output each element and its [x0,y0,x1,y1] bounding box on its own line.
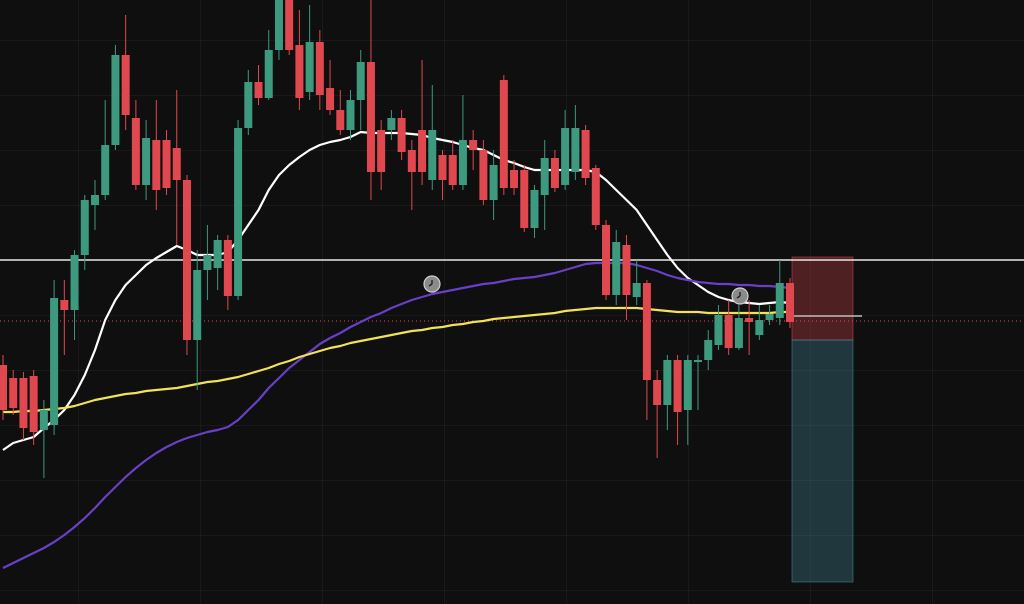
candle-body [765,314,774,320]
stop-zone [791,256,854,341]
candle-body [39,410,48,430]
moving-average-line [3,306,790,414]
candle-body [121,55,130,115]
candle-body [50,298,59,425]
candle-body [786,283,794,322]
candle-body [407,150,416,172]
candle-body [111,55,120,145]
candle-body [673,360,682,412]
candle-body [356,62,365,100]
candle-body [29,376,38,432]
candle-body [244,82,253,128]
candle-body [90,195,99,205]
candle-body [60,300,69,310]
candle-body [734,318,743,348]
candles [0,0,794,478]
candle-body [571,128,580,172]
level-lines [0,259,1024,322]
candle-body [428,130,437,180]
candle-body [520,170,529,228]
candle-body [305,42,314,92]
candle-body [326,88,335,110]
candle-body [458,140,467,185]
candle-body [448,155,457,185]
candle-body [499,80,508,188]
candle-body [377,130,386,172]
candle-body [622,245,631,295]
moving-averages [2,130,791,569]
candle-body [193,270,202,340]
candle-body [724,315,733,348]
candle-body [101,145,110,195]
candle-body [591,168,600,225]
candle-body [387,118,396,130]
moving-average-line [2,130,791,451]
candle-body [295,45,304,98]
candle-body [550,158,559,188]
candle-body [438,155,447,180]
candle-body [479,150,488,200]
candle-body [775,283,784,318]
candle-body [336,110,345,130]
candle-body [131,118,140,185]
candle-body [683,360,692,410]
candle-body [264,50,273,98]
candle-body [612,242,621,295]
alarm-icon[interactable] [731,287,749,305]
candle-body [581,130,590,178]
candle-body [172,148,181,180]
candle-body [142,138,151,185]
candle-body [397,118,406,152]
candle-body [540,158,549,195]
candle-body [704,340,713,360]
moving-average-line [2,261,791,569]
candle-body [653,380,662,405]
candle-body [346,100,355,130]
candle-body [745,318,754,322]
candle-body [213,240,222,268]
candle-body [70,255,79,310]
candle-body [223,240,232,296]
candle-body [366,62,375,172]
candle-body [254,82,263,98]
candle-body [162,140,171,188]
candle-body [694,360,703,362]
candle-body [234,128,243,296]
candle-body [315,42,324,95]
candle-body [530,190,539,228]
target-zone [791,339,854,583]
candle-body [642,283,651,380]
candle-body [632,283,641,297]
candle-body [663,360,672,405]
candle-body [182,180,191,340]
candle-body [418,130,427,172]
candle-body [9,378,18,408]
candle-body [19,378,28,428]
candle-body [0,365,7,410]
candle-body [602,225,611,295]
candle-body [469,140,478,150]
candle-body [561,128,570,185]
position-tool[interactable] [791,256,854,583]
alarm-icon[interactable] [423,275,441,293]
candle-body [489,165,498,200]
candle-body [274,0,283,50]
candle-body [203,255,212,270]
candle-body [80,200,89,255]
candle-body [285,0,294,50]
candle-body [510,170,519,188]
candle-body [714,315,723,345]
candle-body [152,140,161,190]
candle-body [755,320,764,335]
